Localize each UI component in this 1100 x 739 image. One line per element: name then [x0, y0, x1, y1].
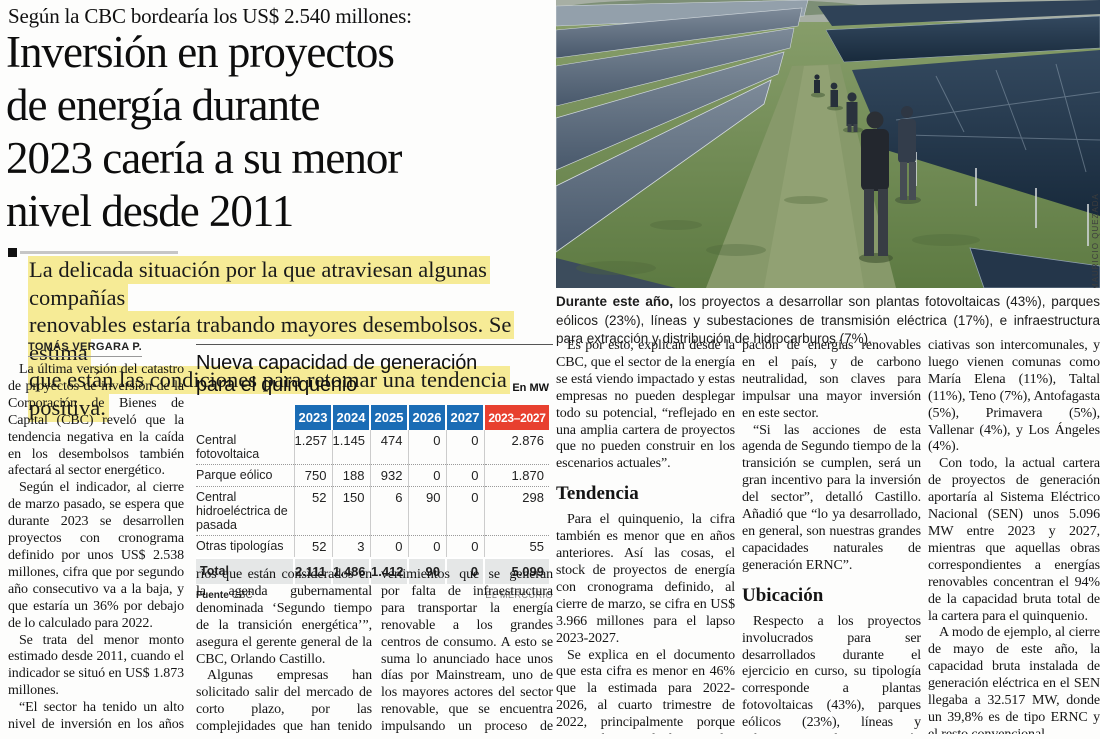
paragraph: Con todo, la actual cartera de proyectos…	[928, 456, 1100, 624]
cell: 0	[407, 430, 446, 465]
cell: 1.486	[331, 557, 370, 584]
caption-text: los proyectos a desarrollar son plantas …	[556, 294, 1100, 346]
year-header: 2024	[331, 405, 370, 430]
paragraph: Respecto a los proyectos involucrados pa…	[742, 613, 921, 734]
cell: 0	[369, 535, 408, 559]
cell: 0	[445, 464, 484, 487]
source-label: Fuente	[196, 590, 229, 601]
table-row: Central fotovoltaica 1.257 1.145 474 0 0…	[196, 430, 549, 465]
infographic-unit: En MW	[512, 382, 549, 394]
cell: 150	[331, 486, 370, 536]
body-column-3: vertimientos que se generan por falta de…	[381, 567, 553, 734]
cell: 1.412	[369, 557, 408, 584]
photo-credit: MAURICIO QUEZADA	[1091, 193, 1100, 288]
cell: 1.870	[483, 464, 549, 487]
cell: 188	[331, 464, 370, 487]
photo-caption: Durante este año, los proyectos a desarr…	[556, 293, 1100, 349]
total-label: Total	[196, 557, 294, 584]
source-value: CBC	[231, 590, 253, 601]
cell: 0	[445, 486, 484, 536]
headline: Inversión en proyectos de energía durant…	[6, 27, 402, 236]
article-photo: MAURICIO QUEZADA	[556, 0, 1100, 288]
cell: 932	[369, 464, 408, 487]
year-header: 2027	[445, 405, 484, 430]
row-label: Parque eólico	[196, 464, 294, 487]
people-silhouettes	[811, 74, 921, 263]
cell: 90	[407, 557, 446, 584]
paragraph: La última versión del catastro de proyec…	[8, 362, 184, 479]
paragraph: Se trata del menor monto estimado desde …	[8, 632, 184, 699]
paragraph: Es por esto, explican desde la CBC, que …	[556, 338, 735, 472]
subhead-ubicacion: Ubicación	[742, 584, 824, 606]
cell: 3	[331, 535, 370, 559]
byline: TOMÁS VERGARA P.	[28, 341, 143, 357]
divider-line	[20, 250, 178, 254]
body-column-2: rios que están considerados en la agenda…	[196, 567, 372, 734]
paragraph: vertimientos que se generan por falta de…	[381, 567, 553, 734]
table-header-row: 2023 2024 2025 2026 2027 2023–2027	[196, 405, 549, 430]
paragraph: “El sector ha tenido un alto nivel de in…	[8, 700, 184, 734]
subhead-tendencia: Tendencia	[556, 483, 639, 505]
cell: 0	[445, 557, 484, 584]
capacity-infographic: Nueva capacidad de generación para el qu…	[196, 344, 553, 601]
paragraph: Según el indicador, al cierre de marzo p…	[8, 480, 184, 631]
table-corner	[196, 405, 294, 430]
row-label: Central hidroeléctrica de pasada	[196, 486, 294, 536]
body-column-1: La última versión del catastro de proyec…	[8, 362, 184, 734]
year-header: 2025	[369, 405, 408, 430]
infographic-title: Nueva capacidad de generación para el qu…	[196, 352, 478, 396]
headline-divider	[8, 243, 178, 257]
cell: 474	[369, 430, 408, 465]
paragraph: pación de energías renovables en el país…	[742, 338, 921, 421]
row-label: Otras tipologías	[196, 535, 294, 559]
cell: 1.145	[331, 430, 370, 465]
lede: La delicada situación por la que atravie…	[28, 256, 546, 422]
body-column-6: ciativas son intercomunales, y luego vie…	[928, 338, 1100, 734]
paragraph: “Si las acciones de esta agenda de Segun…	[742, 422, 921, 573]
cell: 2.876	[483, 430, 549, 465]
source: Fuente CBC	[196, 590, 253, 601]
year-header: 2026	[407, 405, 446, 430]
table-total-row: Total 2.111 1.486 1.412 90 0 5.099	[196, 557, 549, 584]
cell: 0	[445, 430, 484, 465]
cell: 750	[293, 464, 332, 487]
cell: 0	[445, 535, 484, 559]
body-column-5: pación de energías renovables en el país…	[742, 338, 921, 734]
caption-lead: Durante este año,	[556, 294, 674, 309]
cell: 1.257	[293, 430, 332, 465]
kicker: Según la CBC bordearía los US$ 2.540 mil…	[8, 4, 412, 28]
cell: 5.099	[483, 557, 549, 584]
row-label: Central fotovoltaica	[196, 430, 294, 465]
cell: 52	[293, 535, 332, 559]
paragraph: Se explica en el documento que esta cifr…	[556, 647, 735, 735]
publication-credit: EL MERCURIO	[485, 590, 553, 600]
table-row: Parque eólico 750 188 932 0 0 1.870	[196, 464, 549, 487]
paragraph: A modo de ejemplo, al cierre de mayo de …	[928, 625, 1100, 734]
paragraph: Para el quinquenio, la cifra también es …	[556, 512, 735, 646]
cell: 55	[483, 535, 549, 559]
solar-farm-illustration	[556, 0, 1100, 288]
cell: 90	[407, 486, 446, 536]
lede-highlight: La delicada situación por la que atravie…	[28, 256, 515, 422]
paragraph: rios que están considerados en la agenda…	[196, 567, 372, 667]
cell: 0	[407, 464, 446, 487]
year-header: 2023	[293, 405, 332, 430]
cell: 52	[293, 486, 332, 536]
paragraph: ciativas son intercomunales, y luego vie…	[928, 338, 1100, 455]
cell: 2.111	[293, 557, 332, 584]
table-row: Otras tipologías 52 3 0 0 0 55	[196, 535, 549, 559]
body-column-4: Es por esto, explican desde la CBC, que …	[556, 338, 735, 734]
square-bullet-icon	[8, 247, 17, 257]
capacity-table: 2023 2024 2025 2026 2027 2023–2027 Centr…	[196, 405, 549, 584]
range-header: 2023–2027	[483, 405, 549, 430]
cell: 6	[369, 486, 408, 536]
cell: 298	[483, 486, 549, 536]
paragraph: Algunas empresas han solicitado salir de…	[196, 668, 372, 734]
infographic-footer: Fuente CBC EL MERCURIO	[196, 590, 553, 601]
table-row: Central hidroeléctrica de pasada 52 150 …	[196, 486, 549, 536]
cell: 0	[407, 535, 446, 559]
